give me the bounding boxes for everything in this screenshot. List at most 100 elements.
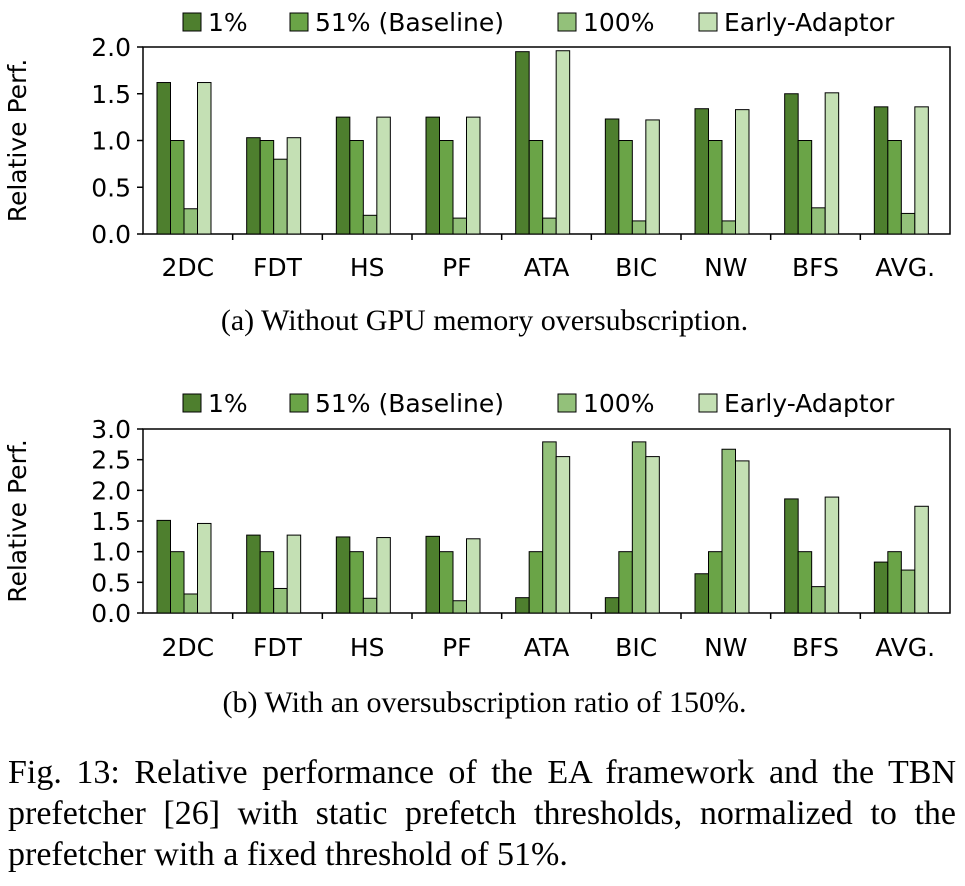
bar-1% [246, 137, 261, 235]
bar-Early-Adaptor [735, 109, 750, 235]
bar-Early-Adaptor [914, 505, 929, 614]
bar-51% (Baseline) [259, 140, 275, 235]
bar-51% (Baseline) [439, 140, 454, 235]
y-tick-label: 0.0 [91, 220, 131, 249]
bar-1% [784, 93, 799, 235]
bar-51% (Baseline) [528, 140, 544, 235]
bar-100% [183, 593, 198, 614]
x-category-label: FDT [253, 253, 303, 282]
bar-1% [335, 536, 351, 614]
bar-51% (Baseline) [170, 551, 185, 614]
y-tick-label: 3.0 [91, 415, 131, 444]
legend-label: 51% (Baseline) [315, 389, 504, 418]
y-tick-label: 0.5 [91, 173, 131, 202]
bar-1% [425, 535, 440, 614]
bar-Early-Adaptor [555, 456, 571, 614]
bar-51% (Baseline) [439, 551, 454, 614]
legend: 1% 51% (Baseline) 100% Early-Adaptor [182, 8, 895, 37]
bar-Early-Adaptor [645, 456, 660, 614]
figure-caption: Fig. 13: Relative performance of the EA … [8, 754, 956, 873]
bar-1% [246, 534, 261, 614]
bar-Early-Adaptor [824, 92, 840, 235]
bar-51% (Baseline) [349, 140, 364, 235]
bar-1% [156, 519, 171, 614]
y-axis-label: Relative Perf. [3, 439, 32, 603]
legend-swatch [289, 12, 309, 32]
bar-1% [873, 106, 889, 235]
x-category-label: AVG. [875, 633, 935, 662]
bar-100% [273, 158, 288, 235]
legend-label: 1% [208, 8, 248, 37]
legend: 1% 51% (Baseline) 100% Early-Adaptor [182, 389, 895, 418]
bar-1% [335, 116, 351, 235]
bar-1% [604, 597, 620, 614]
x-category-label: NW [704, 633, 747, 662]
bar-100% [542, 441, 557, 614]
bar-51% (Baseline) [708, 140, 723, 235]
x-category-label: HS [350, 253, 385, 282]
bar-Early-Adaptor [376, 537, 391, 614]
bar-1% [784, 498, 799, 614]
bar-1% [515, 597, 530, 614]
x-category-label: 2DC [162, 253, 215, 282]
x-category-label: BIC [615, 253, 657, 282]
bar-51% (Baseline) [618, 140, 633, 235]
y-tick-label: 1.0 [91, 127, 131, 156]
subfigure-caption: (b) With an oversubscription ratio of 15… [223, 686, 747, 719]
bar-Early-Adaptor [197, 82, 212, 235]
bar-Early-Adaptor [914, 106, 929, 235]
bar-1% [515, 51, 530, 235]
bar-Early-Adaptor [645, 119, 660, 235]
bar-51% (Baseline) [887, 140, 902, 235]
bar-1% [156, 82, 171, 235]
bar-1% [604, 118, 620, 235]
y-tick-label: 1.5 [91, 80, 131, 109]
bar-100% [811, 207, 826, 235]
legend-swatch [289, 393, 309, 413]
x-category-label: FDT [253, 633, 303, 662]
bar-100% [183, 208, 198, 235]
bar-Early-Adaptor [197, 522, 212, 614]
legend-swatch [182, 393, 202, 413]
bar-1% [425, 116, 440, 235]
x-category-label: ATA [524, 253, 570, 282]
x-category-label: BIC [615, 633, 657, 662]
legend-label: 51% (Baseline) [315, 8, 504, 37]
y-tick-label: 0.5 [91, 568, 131, 597]
x-category-label: NW [704, 253, 747, 282]
legend-swatch [182, 12, 202, 32]
y-tick-label: 2.5 [91, 446, 131, 475]
chart-panel-b: 1% 51% (Baseline) 100% Early-Adaptor0.00.51… [3, 389, 951, 719]
bar-100% [631, 441, 647, 614]
bar-51% (Baseline) [797, 551, 813, 614]
x-category-label: BFS [792, 633, 839, 662]
bar-Early-Adaptor [824, 496, 840, 614]
bar-51% (Baseline) [708, 551, 723, 614]
legend-swatch [557, 393, 577, 413]
x-category-label: ATA [524, 633, 570, 662]
x-category-label: PF [442, 253, 471, 282]
x-category-label: 2DC [162, 633, 215, 662]
y-tick-label: 1.0 [91, 538, 131, 567]
bar-100% [542, 217, 557, 235]
legend-label: 1% [208, 389, 248, 418]
bar-1% [873, 561, 889, 614]
x-category-label: BFS [792, 253, 839, 282]
bar-51% (Baseline) [528, 551, 544, 614]
bar-51% (Baseline) [170, 140, 185, 235]
legend-swatch [557, 12, 577, 32]
legend-label: 100% [583, 389, 654, 418]
chart-panel-a: 1% 51% (Baseline) 100% Early-Adaptor 0.0 0.5 1… [3, 8, 951, 337]
bar-1% [694, 108, 709, 235]
y-tick-label: 0.0 [91, 599, 131, 628]
bar-1% [694, 573, 709, 614]
bar-Early-Adaptor [735, 460, 750, 614]
legend-label: 100% [583, 8, 654, 37]
bar-Early-Adaptor [555, 50, 571, 235]
bar-51% (Baseline) [797, 140, 813, 235]
bar-100% [721, 448, 736, 614]
legend-label: Early-Adaptor [724, 389, 895, 418]
x-category-label: AVG. [875, 253, 935, 282]
bar-51% (Baseline) [349, 551, 364, 614]
